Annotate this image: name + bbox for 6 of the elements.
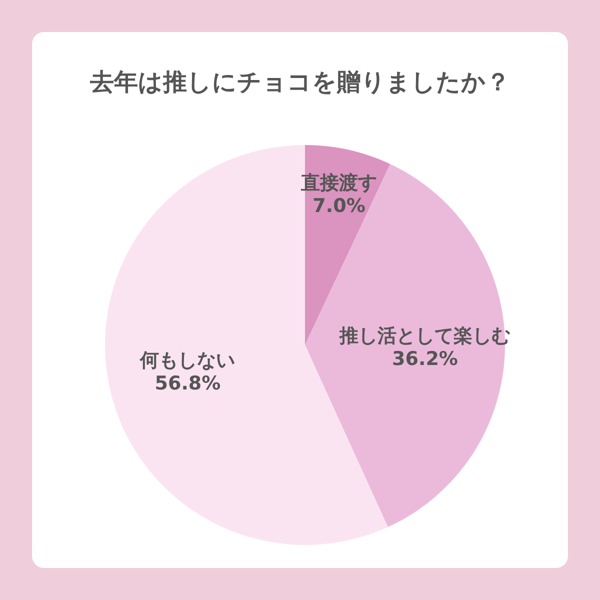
data-label: 7.0% — [312, 194, 366, 217]
chart-title: 去年は推しにチョコを贈りましたか？ — [89, 67, 511, 98]
data-label: 56.8% — [154, 372, 221, 394]
slice-label: 何もしない — [139, 350, 236, 372]
data-label: 36.2% — [392, 348, 458, 370]
slice-label: 推し活として楽しむ — [338, 324, 510, 347]
